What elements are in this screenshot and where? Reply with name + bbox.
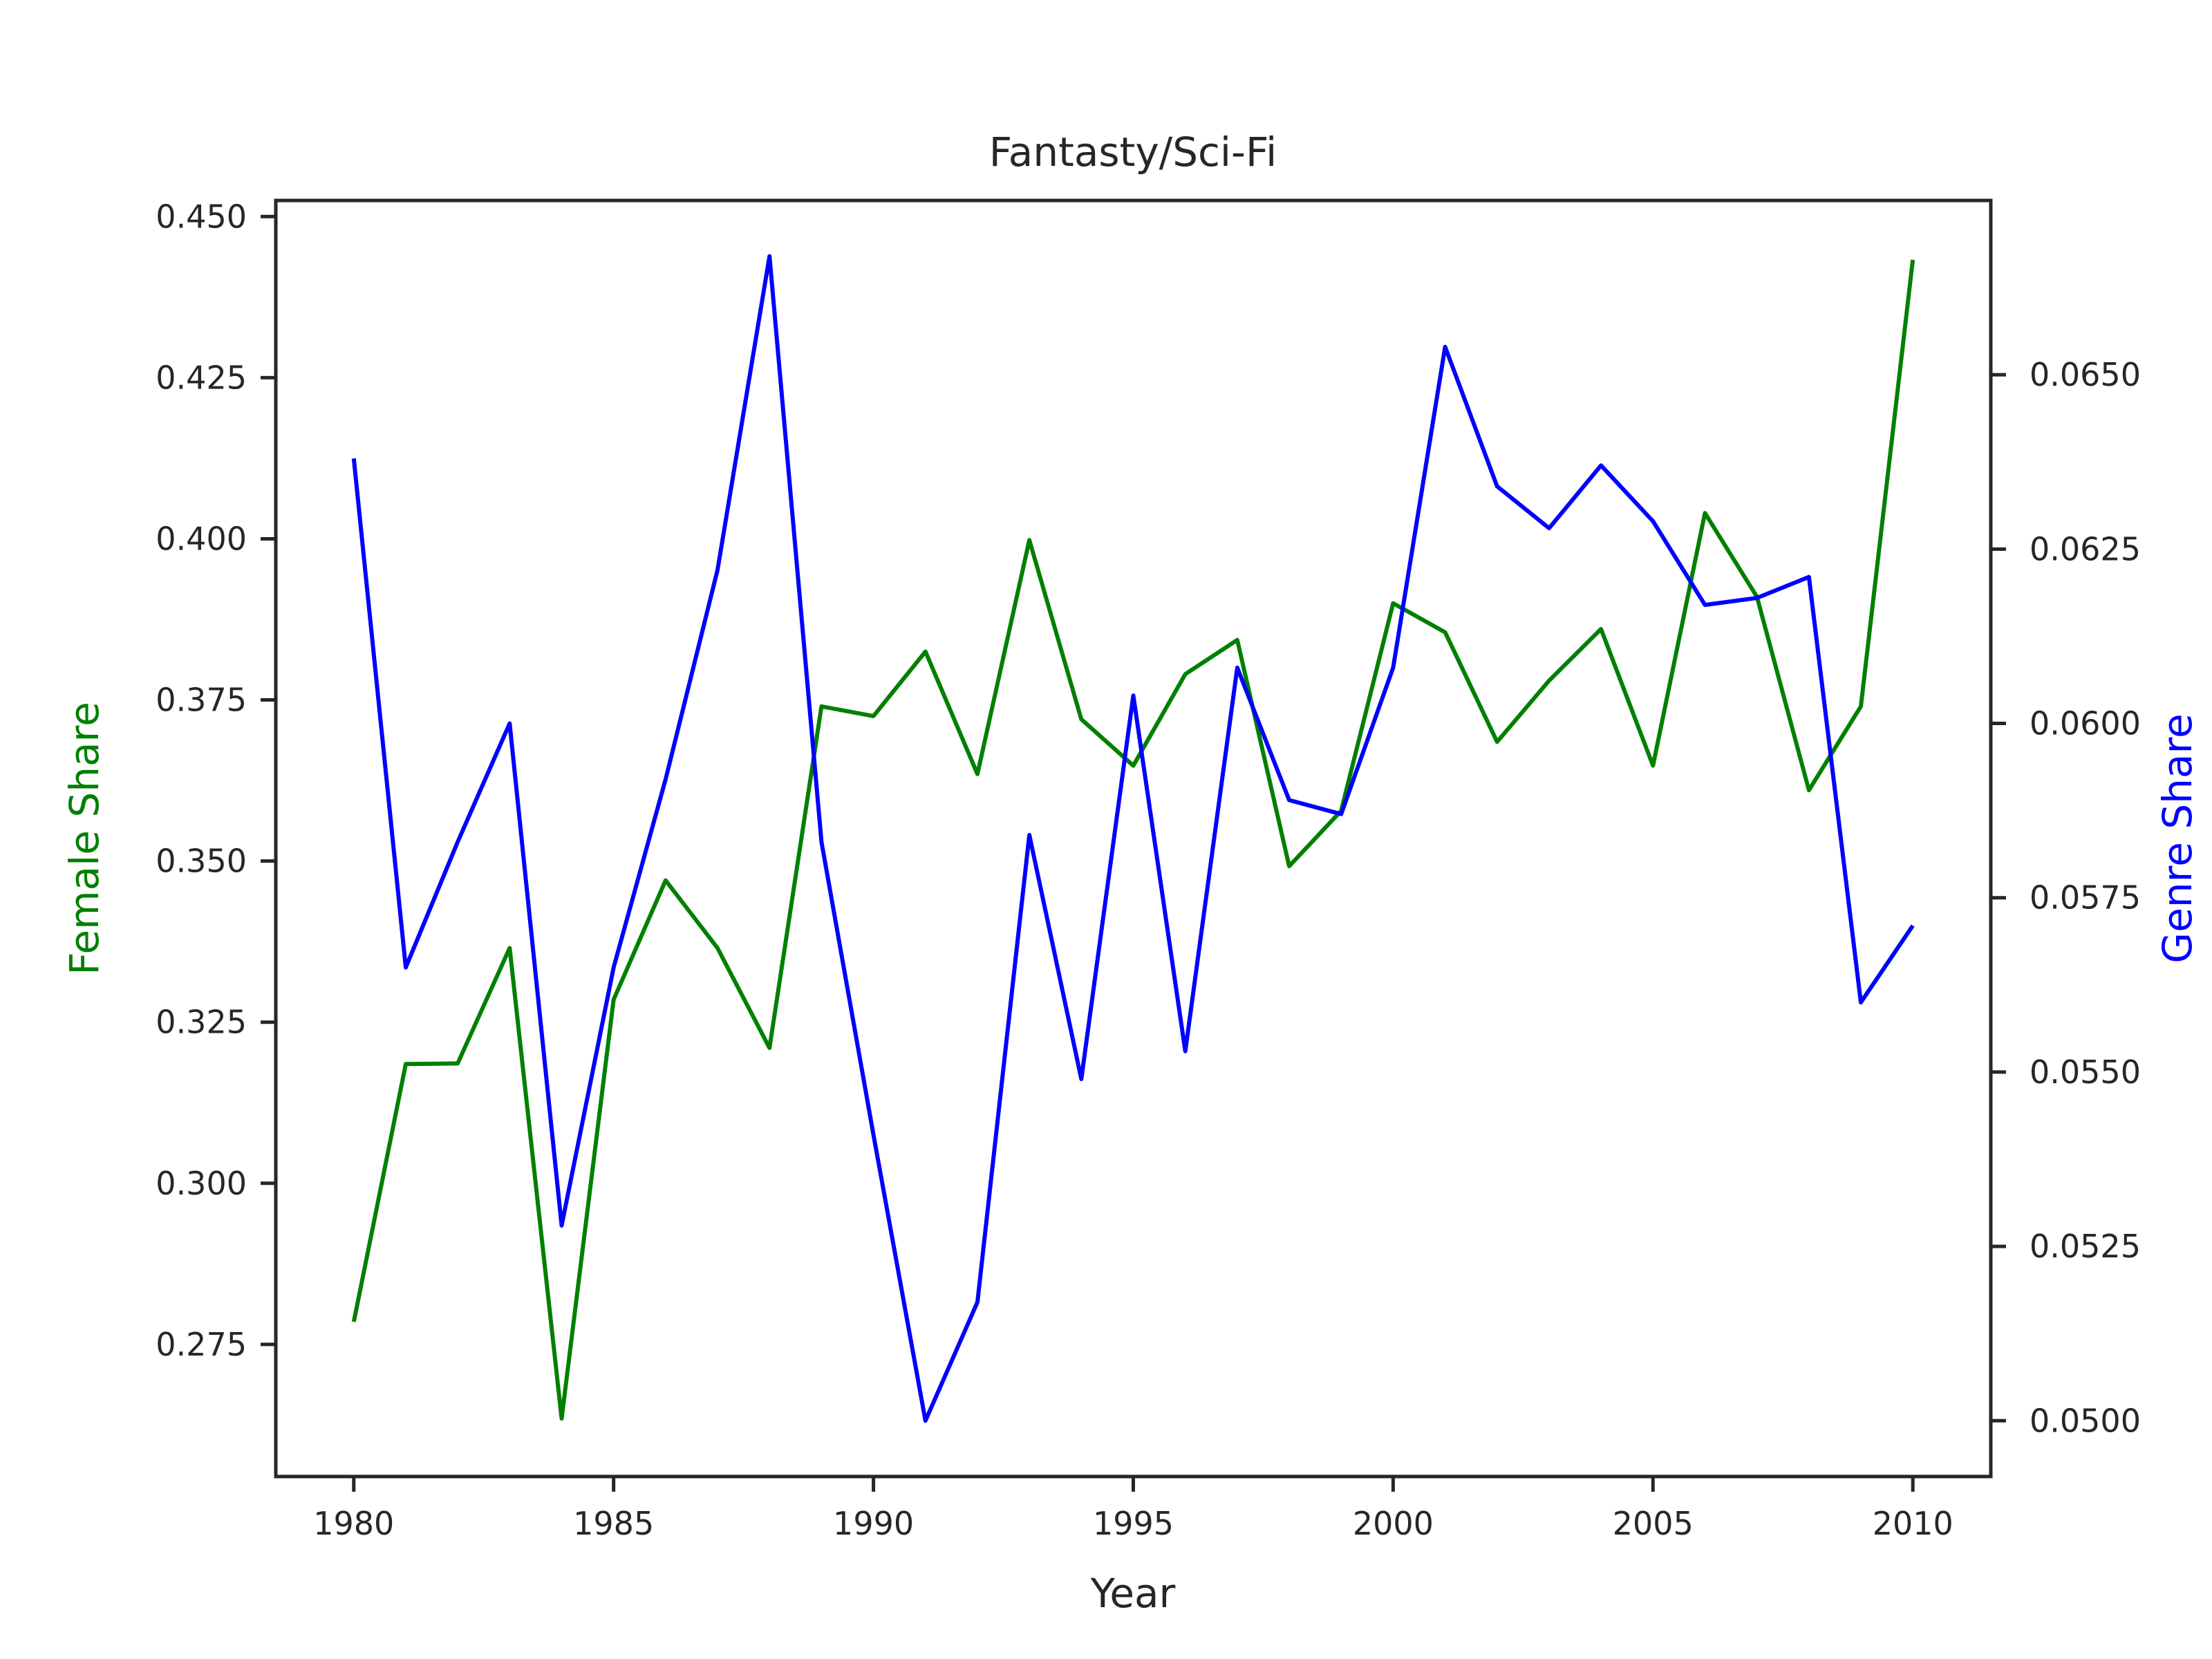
x-axis-ticks: 1980 1985 1990 1995 2000 2005 2010 xyxy=(313,1477,1953,1542)
left-y-tick-label: 0.325 xyxy=(156,1004,247,1041)
left-y-tick-label: 0.400 xyxy=(156,520,247,557)
right-y-axis-ticks: 0.0500 0.0525 0.0550 0.0575 0.0600 0.0625 0.06… xyxy=(1991,356,2141,1439)
left-y-tick-label: 0.450 xyxy=(156,198,247,235)
left-y-tick-label: 0.350 xyxy=(156,843,247,880)
x-tick-label: 1980 xyxy=(313,1505,394,1542)
x-axis-title: Year xyxy=(1090,1570,1176,1617)
series-line-female-share xyxy=(351,259,1915,1421)
series-line-genre-share xyxy=(351,254,1915,1423)
x-tick-label: 2000 xyxy=(1353,1505,1434,1542)
left-y-axis-title: Female Share xyxy=(61,702,108,975)
right-y-tick-label: 0.0625 xyxy=(2030,530,2141,568)
right-y-tick-label: 0.0525 xyxy=(2030,1228,2141,1265)
x-tick-label: 1990 xyxy=(833,1505,914,1542)
x-tick-label: 2005 xyxy=(1613,1505,1694,1542)
right-y-tick-label: 0.0575 xyxy=(2030,879,2141,917)
right-y-tick-label: 0.0550 xyxy=(2030,1053,2141,1091)
x-tick-label: 1985 xyxy=(573,1505,654,1542)
left-y-tick-label: 0.300 xyxy=(156,1165,247,1202)
right-y-tick-label: 0.0500 xyxy=(2030,1402,2141,1439)
left-y-tick-label: 0.275 xyxy=(156,1326,247,1363)
right-y-tick-label: 0.0600 xyxy=(2030,705,2141,742)
left-y-tick-label: 0.425 xyxy=(156,359,247,396)
chart-title: Fantasty/Sci-Fi xyxy=(989,129,1277,176)
plot-lines xyxy=(351,254,1915,1423)
left-y-tick-label: 0.375 xyxy=(156,682,247,719)
right-y-tick-label: 0.0650 xyxy=(2030,356,2141,393)
right-y-axis-title: Genre Share xyxy=(2154,713,2201,963)
x-tick-label: 1995 xyxy=(1093,1505,1174,1542)
left-y-axis-ticks: 0.275 0.300 0.325 0.350 0.375 0.400 0.425 0.450 xyxy=(156,198,276,1363)
x-tick-label: 2010 xyxy=(1873,1505,1953,1542)
